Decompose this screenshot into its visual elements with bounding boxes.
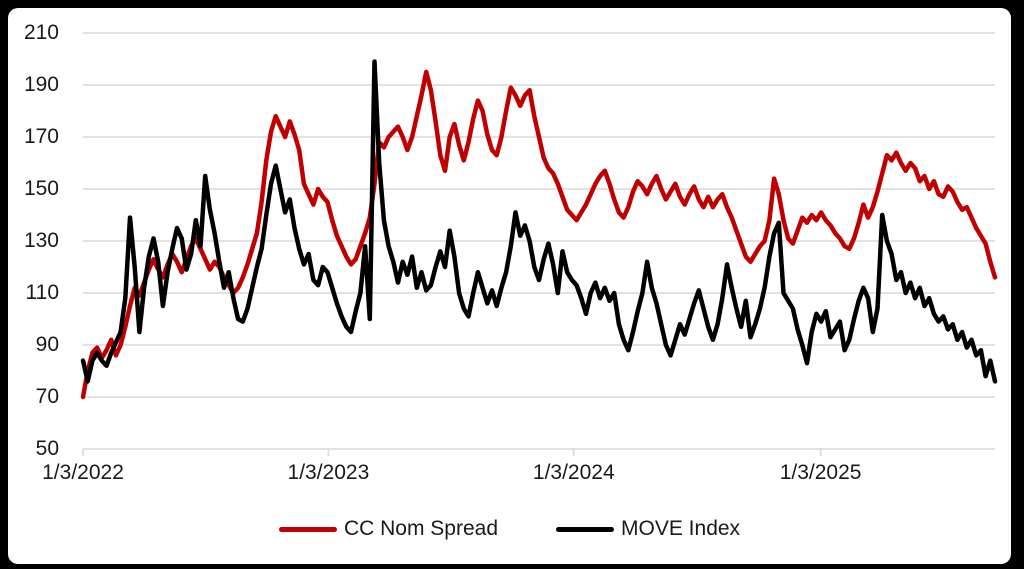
series-line-move-index (80, 59, 998, 384)
legend-entry-cc-nom-spread: CC Nom Spread (278, 517, 498, 541)
legend-label: MOVE Index (621, 517, 741, 540)
y-axis-tick-label: 70 (35, 385, 59, 408)
chart-legend: CC Nom Spread MOVE Index (8, 514, 1011, 544)
y-axis-tick-label: 90 (35, 333, 59, 356)
cc-nom-spread-line-swatch (278, 526, 337, 532)
legend-entry-move-index: MOVE Index (556, 517, 740, 541)
y-axis-tick-label: 50 (35, 437, 59, 460)
y-axis-tick-label: 190 (23, 73, 59, 96)
x-axis-tick-label: 1/3/2025 (779, 461, 862, 484)
x-axis-tick-label: 1/3/2023 (287, 461, 370, 484)
legend-label: CC Nom Spread (343, 517, 498, 540)
y-axis-tick-label: 130 (23, 229, 59, 252)
y-axis-tick-label: 170 (23, 125, 59, 148)
x-axis-tick-label: 1/3/2022 (42, 461, 124, 484)
series-line-cc-nom-spread (80, 69, 998, 400)
y-axis-tick-label: 210 (23, 21, 59, 44)
x-axis-tick-label: 1/3/2024 (532, 461, 615, 484)
y-axis-tick-label: 110 (25, 281, 59, 304)
move-index-line-swatch (556, 526, 614, 532)
y-axis-tick-label: 150 (23, 177, 59, 200)
